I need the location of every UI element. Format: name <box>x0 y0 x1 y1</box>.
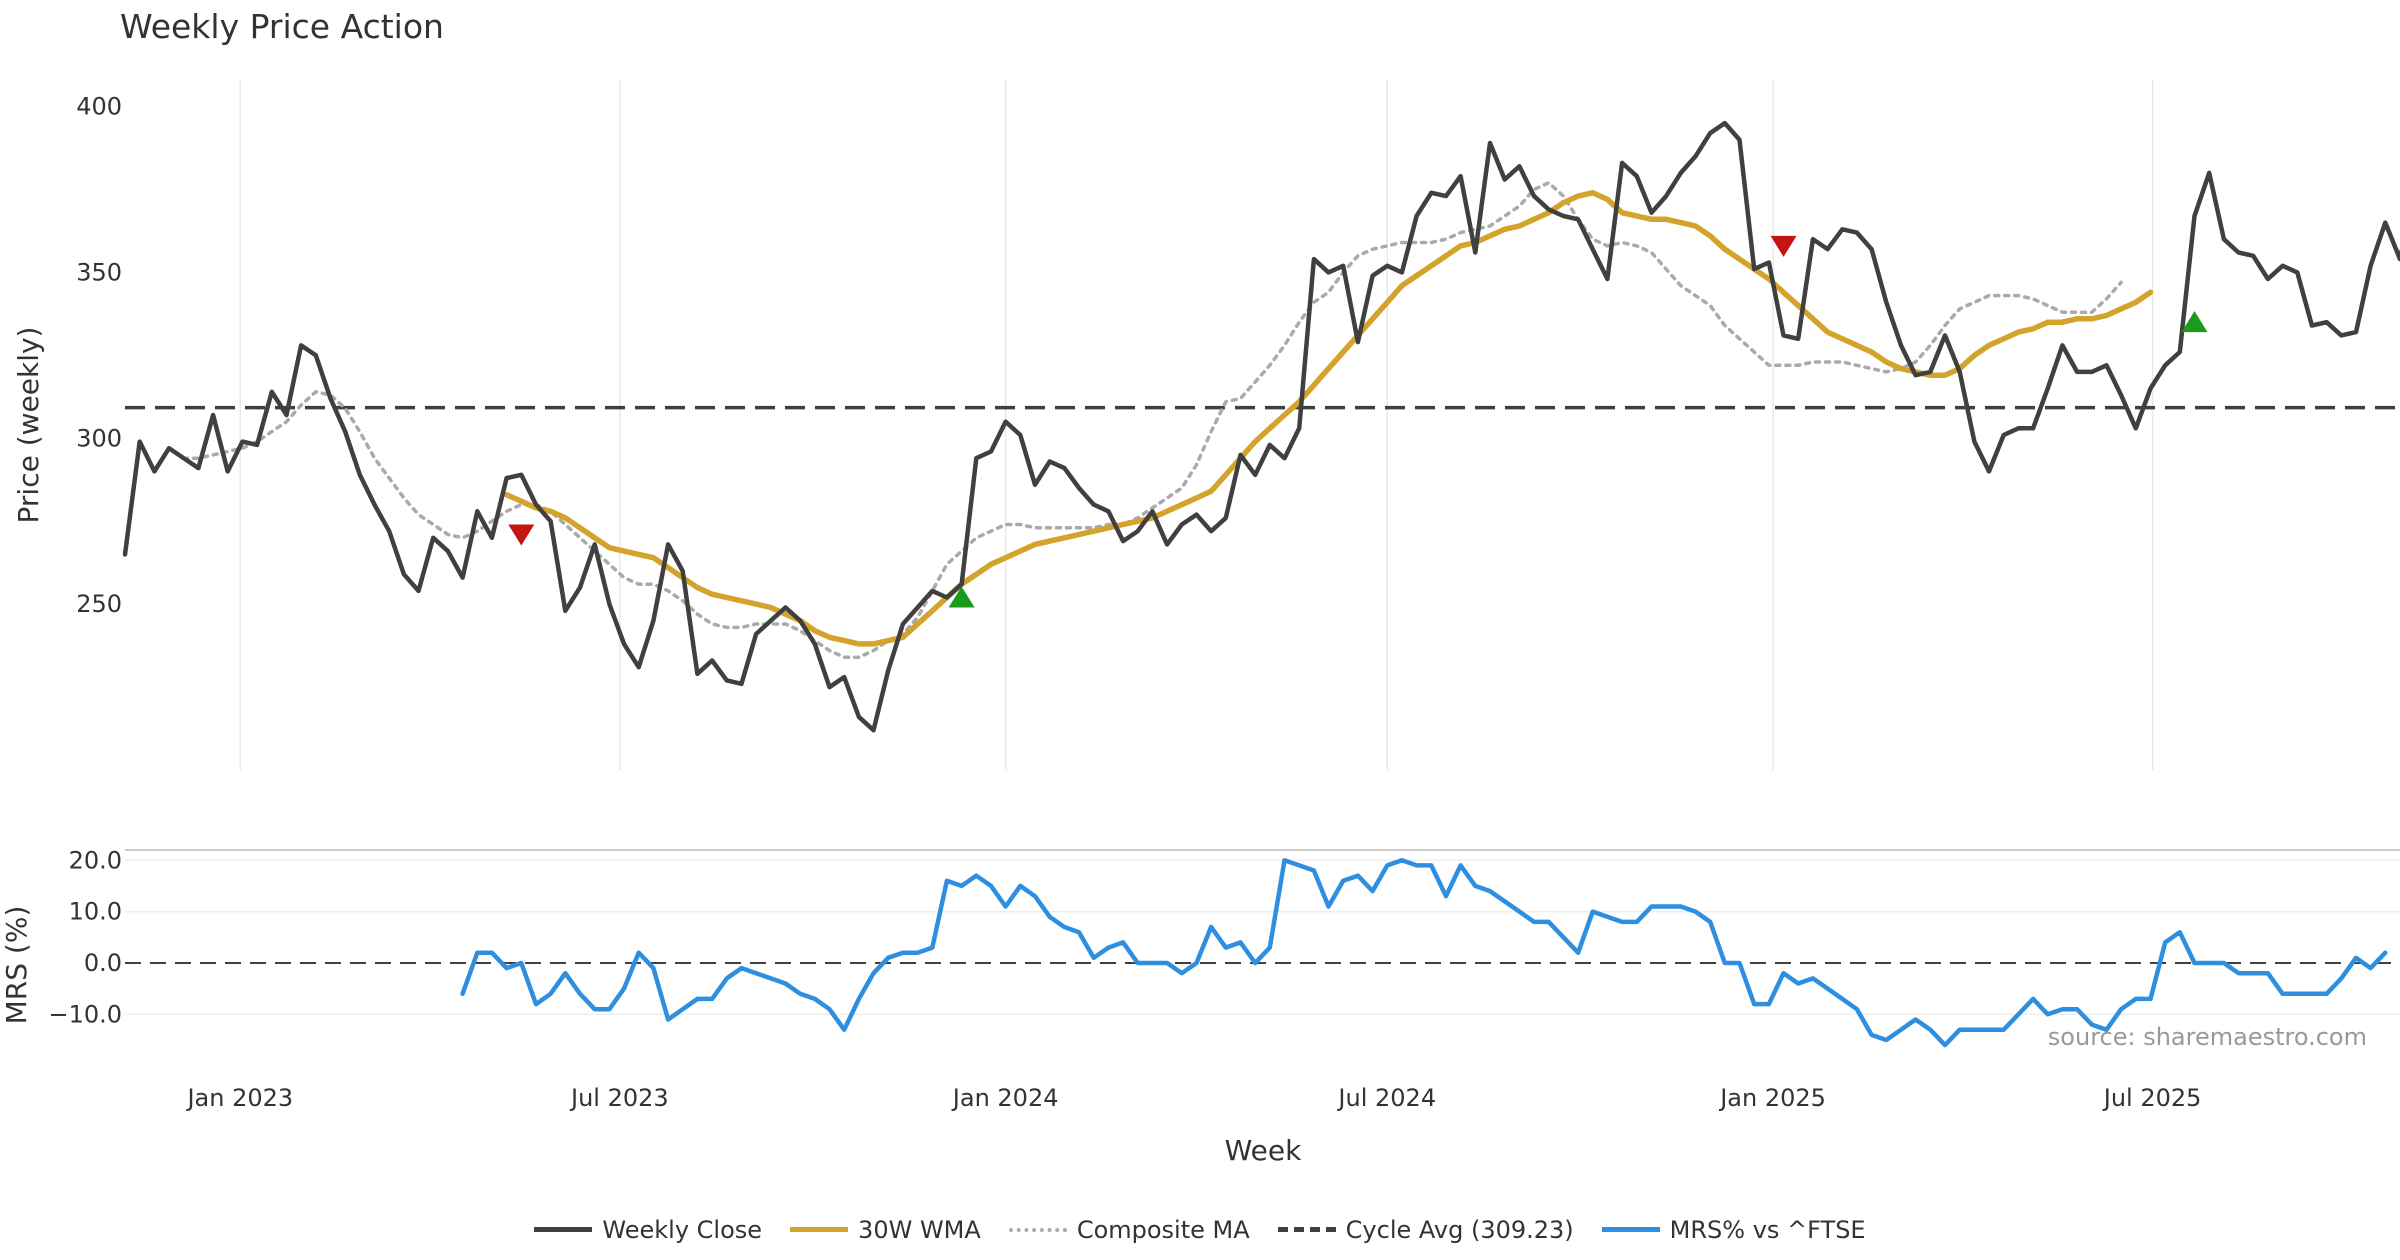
mrs-y-tick-label: 0.0 <box>84 949 122 977</box>
signal-marker-up-1 <box>948 586 975 608</box>
signal-marker-up-3 <box>2181 311 2208 333</box>
x-tick-label: Jan 2024 <box>951 1084 1059 1112</box>
mrs-y-axis-label: MRS (%) <box>0 906 33 1025</box>
mrs-series-line <box>460 858 2388 1048</box>
price-y-tick-label: 400 <box>76 93 122 121</box>
chart-svg: Weekly Price Action Price (weekly) MRS (… <box>0 7 2400 1167</box>
legend-label: Weekly Close <box>602 1215 763 1244</box>
legend-label: 30W WMA <box>858 1215 981 1244</box>
legend-item-1: 30W WMA <box>790 1216 981 1244</box>
marks-layer <box>122 120 2400 1048</box>
price-y-tick-label: 250 <box>76 590 122 618</box>
price-y-tick-label: 300 <box>76 424 122 452</box>
composite-ma-series-line <box>181 181 2123 659</box>
mrs-y-tick-label: −10.0 <box>48 1000 122 1028</box>
legend-swatch <box>1277 1227 1336 1232</box>
legend-label: Cycle Avg (309.23) <box>1345 1215 1574 1244</box>
mrs-y-tick-label: 10.0 <box>69 898 122 926</box>
x-axis-label: Week <box>1225 1134 1302 1167</box>
signal-marker-down-0 <box>508 524 535 546</box>
signal-marker-down-2 <box>1770 235 1797 257</box>
x-tick-label: Jul 2024 <box>1336 1084 1436 1112</box>
weekly-close-series-line <box>122 120 2400 733</box>
legend-item-0: Weekly Close <box>534 1216 762 1244</box>
legend-swatch <box>1601 1227 1660 1232</box>
legend-swatch <box>790 1227 849 1232</box>
x-tick-label: Jan 2025 <box>1718 1084 1826 1112</box>
legend-swatch <box>1008 1228 1067 1232</box>
x-tick-label: Jul 2025 <box>2102 1084 2202 1112</box>
legend-item-3: Cycle Avg (309.23) <box>1277 1215 1574 1244</box>
chart-title: Weekly Price Action <box>120 7 444 46</box>
legend-item-4: MRS% vs ^FTSE <box>1601 1215 1866 1244</box>
legend-label: Composite MA <box>1076 1216 1250 1244</box>
ticks-layer: 250 300 350 400 20.0 10.0 0.0 −10.0 Jan 2023 Jul … <box>48 93 2201 1112</box>
legend-swatch <box>534 1227 593 1232</box>
x-tick-label: Jul 2023 <box>569 1084 669 1112</box>
x-tick-label: Jan 2023 <box>185 1084 293 1112</box>
legend-label: MRS% vs ^FTSE <box>1669 1215 1866 1244</box>
legend: Weekly Close 30W WMA Composite MA Cycle Avg… <box>0 1210 2400 1244</box>
price-y-axis-label: Price (weekly) <box>12 327 45 524</box>
legend-item-2: Composite MA <box>1008 1216 1250 1244</box>
grid-layer <box>125 80 2400 1016</box>
price-y-tick-label: 350 <box>76 258 122 286</box>
mrs-y-tick-label: 20.0 <box>69 846 122 874</box>
wma-30w-series-line <box>503 190 2154 647</box>
